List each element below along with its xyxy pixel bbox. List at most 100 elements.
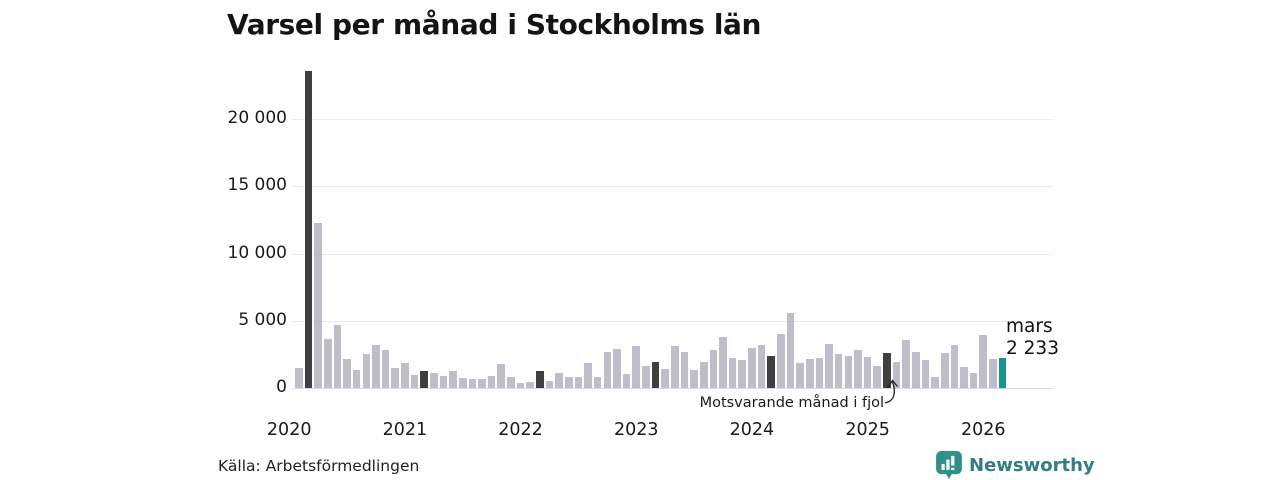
x-axis-tick-2023: 2023 — [613, 420, 659, 440]
bar-nov-2023 — [728, 357, 737, 388]
bar-apr-2025 — [892, 361, 901, 388]
bar-dec-2020 — [391, 367, 400, 388]
bar-jun-2024 — [796, 363, 804, 388]
bar-jul-2023 — [690, 369, 698, 388]
bar-jul-2021 — [458, 378, 467, 388]
x-axis-tick-2020: 2020 — [266, 420, 312, 440]
bar-apr-2024 — [777, 334, 785, 388]
gridline-5000 — [292, 320, 1053, 322]
bar-okt-2025 — [950, 345, 959, 388]
y-axis-tick: 15 000 — [227, 175, 287, 196]
bar-jan-2024 — [748, 347, 756, 388]
bar-jul-2024 — [805, 359, 814, 388]
page-title: Varsel per månad i Stockholms län — [227, 8, 762, 41]
x-axis-tick-2025: 2025 — [845, 420, 890, 440]
bar-feb-2026 — [989, 359, 997, 388]
bar-okt-2024 — [834, 354, 843, 388]
bar-maj-2021 — [439, 375, 448, 388]
bar-sep-2021 — [478, 379, 486, 388]
bar-nov-2021 — [497, 363, 506, 388]
bar-aug-2021 — [468, 379, 477, 388]
bar-okt-2023 — [719, 336, 727, 388]
bar-maj-2022 — [555, 373, 563, 388]
bar-aug-2025 — [931, 377, 939, 388]
bar-jan-2022 — [516, 383, 525, 388]
bar-dec-2025 — [969, 372, 978, 388]
bar-jul-2025 — [921, 359, 930, 388]
bar-jan-2023 — [632, 346, 641, 388]
bar-maj-2020 — [323, 338, 332, 388]
source-note: Källa: Arbetsförmedlingen — [218, 457, 420, 475]
bar-sep-2025 — [940, 353, 949, 388]
gridline-20000 — [292, 119, 1053, 120]
bar-jan-2021 — [401, 363, 409, 388]
bar-apr-2021 — [430, 373, 438, 388]
bar-maj-2025 — [902, 340, 910, 388]
bar-nov-2022 — [613, 349, 621, 388]
annotation-fjol: Motsvarande månad i fjol — [699, 395, 884, 411]
y-axis-tick: 0 — [276, 377, 287, 397]
bar-aug-2024 — [815, 358, 824, 388]
bar-mar-2026 — [998, 358, 1007, 388]
bar-jul-2022 — [574, 377, 583, 388]
bar-sep-2024 — [825, 343, 833, 388]
bar-nov-2020 — [381, 349, 390, 388]
bar-apr-2020 — [314, 223, 322, 388]
bar-mar-2022 — [536, 371, 544, 388]
bar-jun-2022 — [564, 377, 573, 388]
x-axis-tick-2026: 2026 — [961, 420, 1006, 440]
bar-feb-2024 — [757, 345, 766, 388]
bar-mar-2020 — [304, 70, 313, 388]
latest-month: mars — [1006, 316, 1053, 337]
bar-feb-2020 — [295, 367, 303, 388]
bar-dec-2023 — [738, 359, 747, 388]
latest-value-label: mars 2 233 — [1006, 316, 1059, 360]
bar-mar-2021 — [420, 371, 428, 388]
bar-aug-2023 — [699, 361, 708, 388]
gridline-0 — [292, 388, 1053, 389]
bar-dec-2022 — [622, 373, 631, 388]
x-axis-tick-2021: 2021 — [382, 420, 428, 440]
bar-jun-2025 — [912, 351, 920, 388]
bar-jan-2026 — [979, 334, 988, 388]
y-axis-tick: 5 000 — [238, 309, 287, 330]
latest-value: 2 233 — [1006, 338, 1059, 359]
bar-apr-2023 — [661, 369, 669, 388]
bar-jun-2020 — [333, 324, 342, 388]
x-axis-tick-2022: 2022 — [498, 420, 543, 440]
bar-nov-2025 — [960, 367, 968, 388]
bar-jun-2023 — [680, 352, 689, 388]
bar-jul-2020 — [343, 359, 351, 388]
y-axis-tick: 10 000 — [227, 242, 287, 263]
bar-feb-2021 — [410, 374, 419, 388]
bar-aug-2022 — [584, 363, 592, 388]
bar-jan-2025 — [863, 357, 872, 388]
bar-dec-2021 — [507, 376, 515, 388]
bar-mar-2025 — [883, 353, 891, 388]
bar-feb-2023 — [642, 365, 650, 388]
annotation-arrow — [884, 379, 898, 404]
y-axis-tick: 20 000 — [227, 108, 287, 128]
bar-mar-2024 — [767, 355, 775, 388]
bar-maj-2023 — [671, 346, 679, 388]
bar-dec-2024 — [854, 350, 862, 388]
bar-okt-2021 — [487, 375, 496, 388]
gridline-15000 — [292, 186, 1053, 188]
bar-apr-2022 — [545, 380, 554, 388]
newsworthy-icon — [936, 451, 962, 479]
bar-mar-2023 — [651, 361, 660, 388]
bar-sep-2022 — [593, 377, 602, 388]
bar-sep-2020 — [362, 353, 371, 388]
bar-aug-2020 — [352, 369, 361, 388]
bar-feb-2025 — [873, 365, 882, 388]
gridline-10000 — [292, 253, 1053, 255]
brand-name: Newsworthy — [969, 454, 1095, 476]
bar-jun-2021 — [449, 371, 457, 388]
bar-maj-2024 — [786, 312, 795, 388]
bar-okt-2022 — [603, 351, 612, 388]
bar-nov-2024 — [844, 355, 853, 388]
bar-okt-2020 — [372, 345, 380, 388]
brand-logo[interactable]: Newsworthy — [936, 451, 1095, 479]
bar-feb-2022 — [526, 382, 534, 388]
